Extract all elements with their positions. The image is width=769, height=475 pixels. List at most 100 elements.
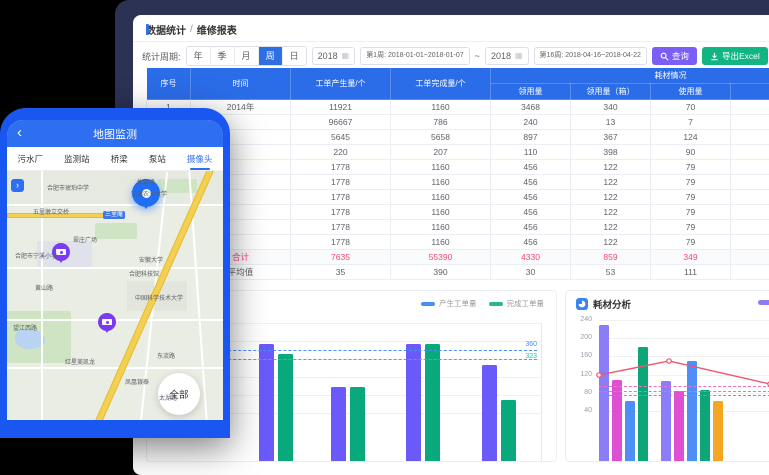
export-excel-button[interactable]: 导出Excel (702, 47, 768, 65)
bar-产生工单量 (259, 344, 274, 461)
y-axis-tick: 200 (570, 334, 592, 341)
table-cell: 1778 (291, 235, 391, 250)
legend-pill (489, 302, 503, 306)
bar-consumable (661, 381, 671, 461)
table-cell: 67 (731, 175, 769, 190)
header-divider (133, 41, 769, 42)
legend-label: 产生工单量 (439, 298, 477, 309)
table-cell: 1778 (291, 190, 391, 205)
table-average-row: 平均值35390305311114 (147, 265, 769, 280)
period-option-4[interactable]: 日 (282, 47, 306, 65)
table-cell: 349 (651, 250, 731, 265)
legend-item-0[interactable]: 产生工单量 (421, 298, 477, 309)
start-week-select[interactable]: 第1周: 2018-01-01~2018-01-07 (360, 47, 469, 65)
table-cell: 1160 (391, 175, 491, 190)
phone-tab-1[interactable]: 监测站 (64, 147, 90, 170)
table-cell: 7 (651, 115, 731, 130)
table-cell: 79 (651, 160, 731, 175)
table-cell: 124 (651, 130, 731, 145)
table-cell: 111 (651, 265, 731, 280)
phone-mockup: ‹ 地图监测 污水厂监测站桥梁泵站摄像头 › 全部 合肥市琥珀 (0, 108, 230, 438)
col-header-no: 序号 (147, 68, 191, 100)
table-cell: 390 (391, 265, 491, 280)
bar-产生工单量 (482, 365, 497, 461)
table-cell: 122 (571, 160, 651, 175)
period-option-2[interactable]: 月 (234, 47, 258, 65)
map-label: 合肥科技馆 (129, 269, 159, 278)
col-header-sub-1: 领用量 (491, 84, 571, 100)
phone-tab-4[interactable]: 摄像头 (187, 147, 213, 170)
table-cell: 1160 (391, 235, 491, 250)
phone-tab-2[interactable]: 桥梁 (111, 147, 128, 170)
table-cell: 129 (731, 130, 769, 145)
table-cell: 7635 (291, 250, 391, 265)
table-cell: 5645 (291, 130, 391, 145)
table-cell: 456 (491, 175, 571, 190)
bar-consumable (713, 401, 723, 461)
period-option-0[interactable]: 年 (187, 47, 210, 65)
phone-tab-bar: 污水厂监测站桥梁泵站摄像头 (7, 147, 223, 171)
map-road-badge: 三里庵 (103, 211, 125, 219)
expand-map-button[interactable]: › (11, 179, 24, 192)
table-cell: 79 (651, 220, 731, 235)
search-button[interactable]: 查询 (652, 47, 697, 65)
phone-screen: ‹ 地图监测 污水厂监测站桥梁泵站摄像头 › 全部 合肥市琥珀 (7, 120, 223, 420)
table-row: 5177811604561227967 (147, 160, 769, 175)
y-axis-tick: 80 (570, 389, 592, 396)
table-cell: 1160 (391, 205, 491, 220)
period-option-3[interactable]: 周 (258, 47, 282, 65)
period-option-1[interactable]: 季 (210, 47, 234, 65)
table-cell: 220 (291, 145, 391, 160)
end-year-value: 2018 (491, 48, 511, 64)
table-cell: 96667 (291, 115, 391, 130)
end-week-value: 第16周: 2018-04-16~2018-04-22 (540, 48, 641, 64)
bar-consumable (638, 347, 648, 461)
table-row: 42202071103989019 (147, 145, 769, 160)
map-label: 安徽农业大学 (131, 189, 167, 198)
phone-tab-3[interactable]: 泵站 (149, 147, 166, 170)
table-row: 6177811604561227967 (147, 175, 769, 190)
legend-item-1[interactable]: 完成工单量 (489, 298, 545, 309)
phone-tab-0[interactable]: 污水厂 (18, 147, 44, 170)
table-cell: 67 (731, 220, 769, 235)
reference-line-label: 360 (501, 341, 537, 348)
map-label: 红星美凯龙 (65, 357, 95, 366)
table-cell: 90 (651, 145, 731, 160)
map-road (7, 367, 223, 369)
pie-chart-icon (576, 298, 588, 310)
calendar-icon: ▦ (515, 48, 523, 64)
table-cell: 398 (571, 145, 651, 160)
gridline (599, 320, 769, 321)
col-header-completed: 工单完成量/个 (391, 68, 491, 100)
table-row: 9177811604561227967 (147, 220, 769, 235)
camera-pin[interactable] (98, 313, 116, 331)
table-cell: 67 (731, 160, 769, 175)
map-label: 五里墩立交桥 (33, 207, 69, 216)
end-year-select[interactable]: 2018 ▦ (485, 47, 529, 65)
bar-完成工单量 (501, 400, 516, 461)
table-cell: 13 (571, 115, 651, 130)
table-cell: 1160 (391, 100, 491, 115)
end-week-select[interactable]: 第16周: 2018-04-16~2018-04-22 (534, 47, 647, 65)
bar-产生工单量 (406, 344, 421, 461)
phone-page-title: 地图监测 (93, 126, 137, 142)
plot-right-border (541, 323, 542, 461)
table-cell: 1160 (391, 190, 491, 205)
col-header-created: 工单产生量/个 (291, 68, 391, 100)
col-header-sub-3: 使用量 (651, 84, 731, 100)
table-cell: 786 (391, 115, 491, 130)
breadcrumb-section[interactable]: 数据统计 (146, 22, 186, 37)
search-button-label: 查询 (672, 50, 689, 62)
table-cell: 11921 (291, 100, 391, 115)
back-chevron-icon[interactable]: ‹ (17, 124, 22, 141)
table-cell: 1778 (291, 175, 391, 190)
table-cell: 55390 (391, 250, 491, 265)
reference-line (599, 395, 769, 396)
start-year-select[interactable]: 2018 ▦ (312, 47, 356, 65)
table-cell: 122 (571, 235, 651, 250)
map-view[interactable]: › 全部 合肥市琥珀中学体育场安徽农业大学五里墩立交桥合肥市宁溪小学翠庄广场安徽… (7, 171, 223, 420)
legend-pill (421, 302, 435, 306)
map-park (95, 223, 137, 239)
table-cell: 79 (651, 175, 731, 190)
